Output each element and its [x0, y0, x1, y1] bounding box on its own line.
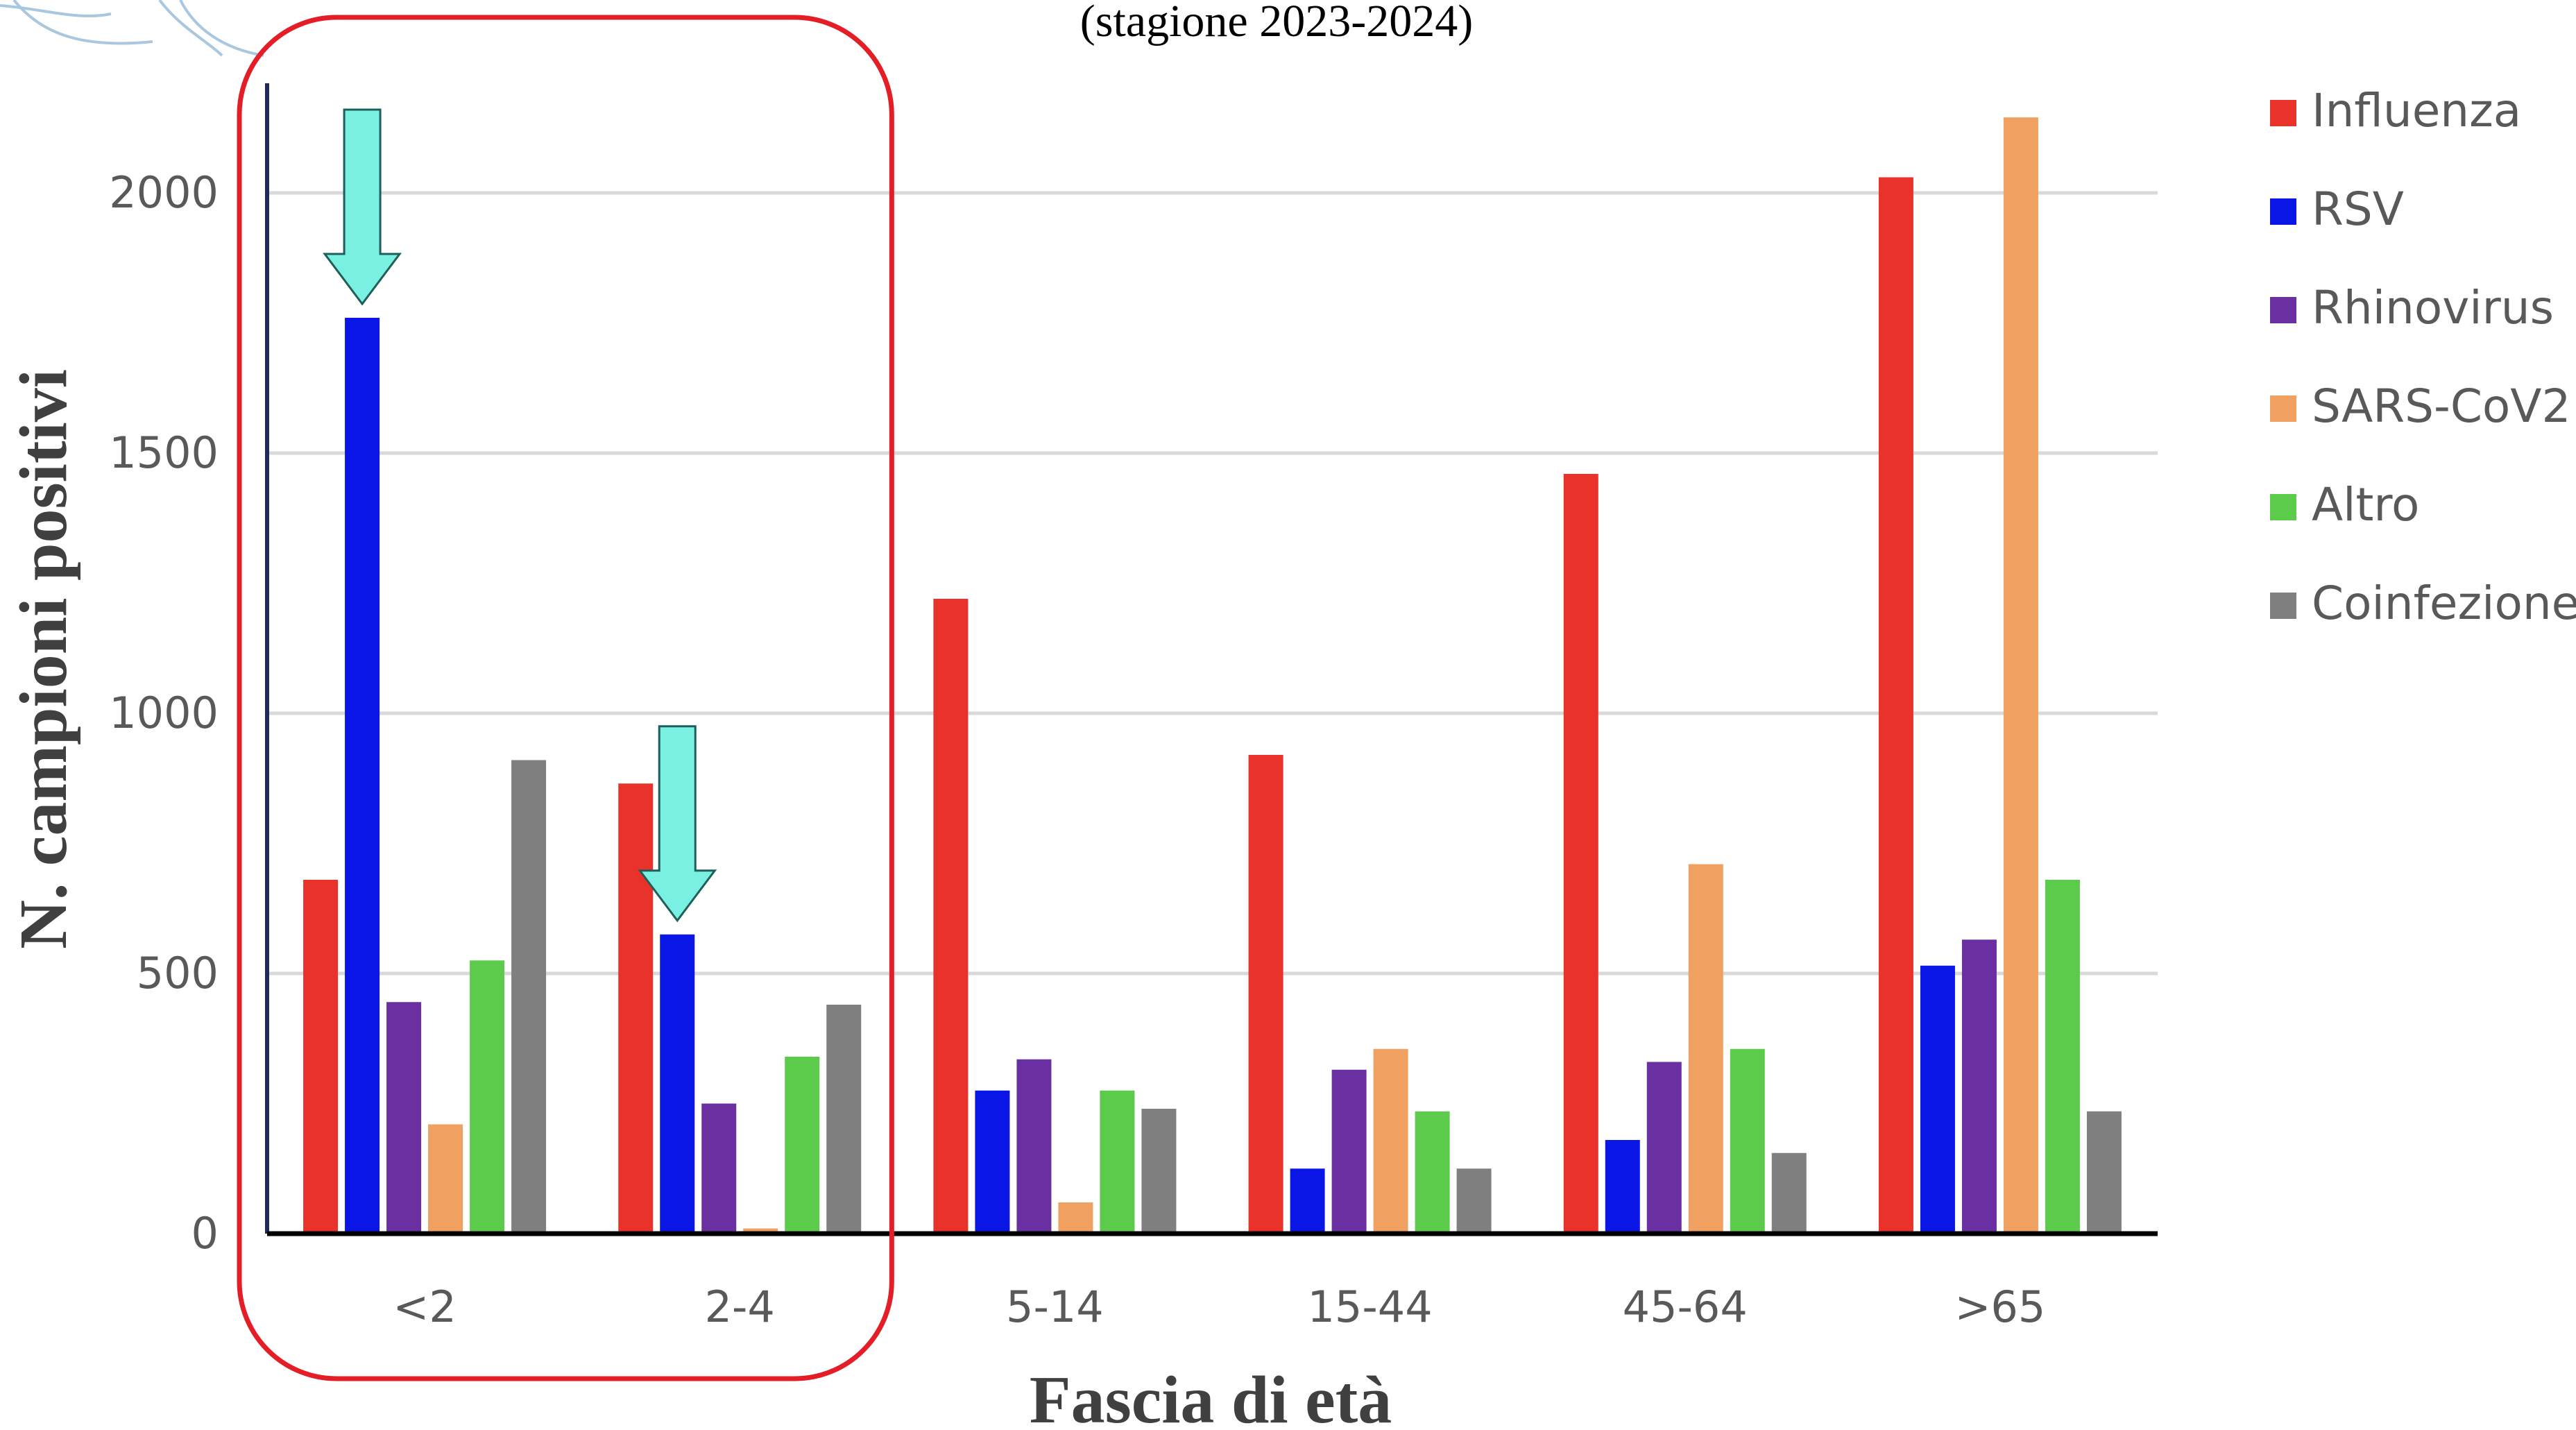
bar-coinfezione: [2086, 1111, 2122, 1234]
chart-title: (stagione 2023-2024): [1080, 0, 1473, 46]
legend: Influenza RSV Rhinovirus SARS-CoV2 Altro Coin…: [2270, 84, 2576, 630]
legend-label: RSV: [2312, 182, 2404, 236]
x-axis: <2 2-4 5-14 15-44 45-64 >65: [267, 1231, 2158, 1332]
down-arrow-icon: [638, 725, 717, 923]
bar-influenza: [1563, 474, 1598, 1234]
y-tick-label: 1000: [109, 688, 219, 738]
legend-item: RSV: [2270, 182, 2404, 236]
bar-rsv: [975, 1090, 1010, 1234]
y-tick-label: 500: [137, 948, 219, 998]
legend-swatch: [2270, 593, 2296, 619]
y-tick-label: 0: [191, 1208, 219, 1259]
bar-altro: [1100, 1090, 1135, 1234]
bars: [303, 117, 2122, 1234]
bar-rhinovirus: [1646, 1062, 1682, 1234]
logo-fragment: [0, 0, 264, 57]
legend-swatch: [2270, 494, 2296, 520]
legend-label: Influenza: [2312, 84, 2521, 137]
bar-rhinovirus: [386, 1002, 422, 1234]
legend-label: Coinfezione: [2312, 577, 2576, 630]
bar-coinfezione: [1771, 1152, 1807, 1234]
gridlines: [267, 191, 2158, 976]
x-tick-label: 2-4: [705, 1282, 775, 1332]
bar-rsv: [660, 934, 695, 1234]
bar-altro: [2045, 880, 2080, 1234]
bar-sars-cov2: [1688, 864, 1723, 1234]
legend-item: SARS-CoV2: [2270, 380, 2570, 433]
legend-item: Rhinovirus: [2270, 281, 2554, 334]
legend-item: Altro: [2270, 478, 2419, 531]
legend-item: Influenza: [2270, 84, 2521, 137]
bar-coinfezione: [511, 760, 547, 1234]
bar-influenza: [618, 783, 654, 1234]
bar-influenza: [1878, 177, 1913, 1234]
bar-altro: [1415, 1111, 1450, 1234]
bar-altro: [1730, 1048, 1765, 1234]
legend-swatch: [2270, 100, 2296, 126]
legend-label: Rhinovirus: [2312, 281, 2554, 334]
bar-sars-cov2: [1373, 1048, 1408, 1234]
x-tick-label: 45-64: [1623, 1282, 1748, 1332]
overlays: [237, 15, 894, 1381]
y-axis-title: N. campioni positivi: [6, 369, 81, 949]
bar-coinfezione: [826, 1005, 862, 1234]
bar-rsv: [1290, 1168, 1325, 1234]
y-tick-label: 2000: [109, 167, 219, 218]
bar-rhinovirus: [1961, 939, 1997, 1234]
bar-influenza: [303, 880, 339, 1234]
bar-rhinovirus: [701, 1103, 737, 1234]
bar-coinfezione: [1456, 1168, 1492, 1234]
bar-rsv: [1920, 965, 1955, 1234]
legend-swatch: [2270, 198, 2296, 225]
bar-altro: [785, 1057, 820, 1234]
y-axis: 0 500 1000 1500 2000: [109, 83, 269, 1259]
bar-rsv: [1605, 1140, 1640, 1234]
x-tick-label: >65: [1954, 1282, 2045, 1332]
bar-sars-cov2: [428, 1124, 463, 1234]
legend-label: Altro: [2312, 478, 2419, 531]
legend-swatch: [2270, 297, 2296, 323]
x-tick-label: 5-14: [1006, 1282, 1104, 1332]
bar-altro: [470, 960, 505, 1234]
legend-swatch: [2270, 395, 2296, 422]
x-tick-label: 15-44: [1307, 1282, 1432, 1332]
bar-sars-cov2: [1058, 1202, 1093, 1234]
legend-item: Coinfezione: [2270, 577, 2576, 630]
bar-coinfezione: [1141, 1109, 1177, 1234]
down-arrow-icon: [323, 108, 402, 306]
bar-influenza: [933, 599, 969, 1234]
legend-label: SARS-CoV2: [2312, 380, 2570, 433]
bar-sars-cov2: [2003, 117, 2038, 1234]
bar-influenza: [1248, 755, 1283, 1234]
x-tick-label: <2: [393, 1282, 456, 1332]
x-axis-title: Fascia di età: [1030, 1363, 1392, 1430]
bar-rsv: [345, 318, 380, 1234]
bar-rhinovirus: [1331, 1069, 1367, 1234]
bar-sars-cov2: [743, 1228, 778, 1234]
bar-rhinovirus: [1016, 1059, 1052, 1234]
highlight-box: [237, 15, 894, 1381]
y-tick-label: 1500: [109, 427, 219, 478]
